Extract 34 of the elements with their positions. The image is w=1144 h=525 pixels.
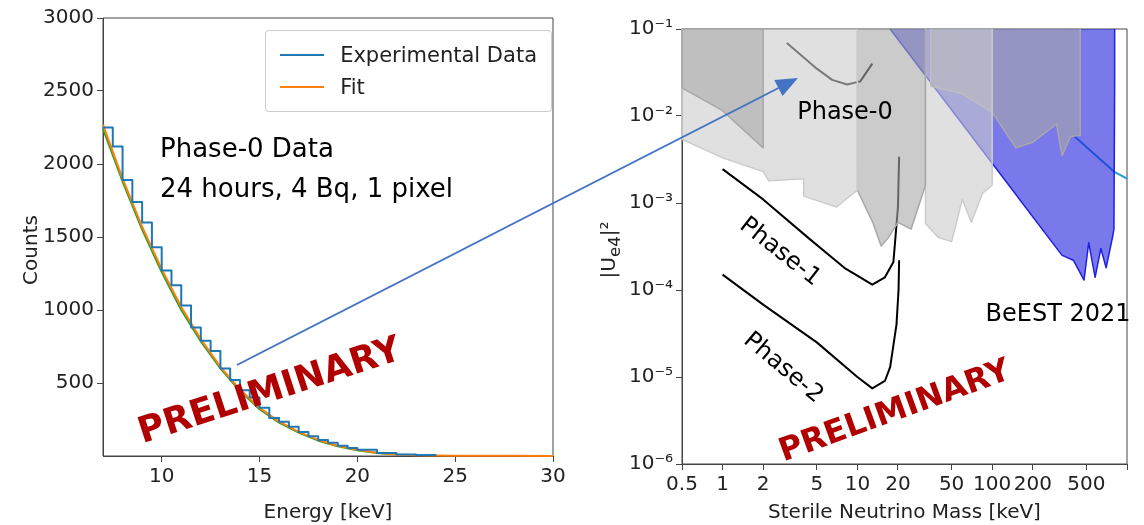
series-label: Phase-0 <box>797 97 893 126</box>
x-tick-label: 2 <box>756 471 770 496</box>
y-tick-label: 10⁻² <box>628 102 673 127</box>
y-tick-label: 10⁻⁴ <box>628 276 673 301</box>
x-tick-label: 10 <box>148 463 175 488</box>
x-tick-label: 1 <box>716 471 729 496</box>
y-tick-label: 10⁻¹ <box>628 15 673 40</box>
x-tick-label: 10 <box>844 471 871 496</box>
y-tick-label: 10⁻³ <box>628 189 673 214</box>
x-axis-title: Energy [keV] <box>263 499 393 524</box>
x-tick-label: 20 <box>885 471 911 496</box>
y-axis-title: Counts <box>18 215 42 285</box>
x-tick-label: 100 <box>973 471 1012 496</box>
x-tick-label: 15 <box>246 463 273 488</box>
x-tick-label: 20 <box>344 463 371 488</box>
series-label: BeEST 2021 <box>985 299 1131 328</box>
annotation: Phase-0 Data <box>160 132 334 163</box>
y-tick-label: 1000 <box>43 296 94 321</box>
x-tick-label: 50 <box>938 471 965 496</box>
x-axis-title: Sterile Neutrino Mass [keV] <box>768 499 1041 524</box>
y-tick-label: 3000 <box>43 4 94 29</box>
legend-label: Experimental Data <box>340 43 537 67</box>
x-tick-label: 30 <box>540 463 566 488</box>
x-tick-label: 200 <box>1013 471 1052 496</box>
y-tick-label: 500 <box>55 369 94 394</box>
y-tick-label: 10⁻⁵ <box>628 363 673 388</box>
annotation: 24 hours, 4 Bq, 1 pixel <box>160 172 453 203</box>
y-tick-label: 1500 <box>43 223 94 248</box>
y-tick-label: 2500 <box>43 77 94 102</box>
y-tick-label: 2000 <box>43 150 94 175</box>
x-tick-label: 5 <box>810 471 824 496</box>
legend-label: Fit <box>340 75 365 99</box>
x-tick-label: 500 <box>1067 471 1106 496</box>
x-tick-label: 25 <box>442 463 468 488</box>
